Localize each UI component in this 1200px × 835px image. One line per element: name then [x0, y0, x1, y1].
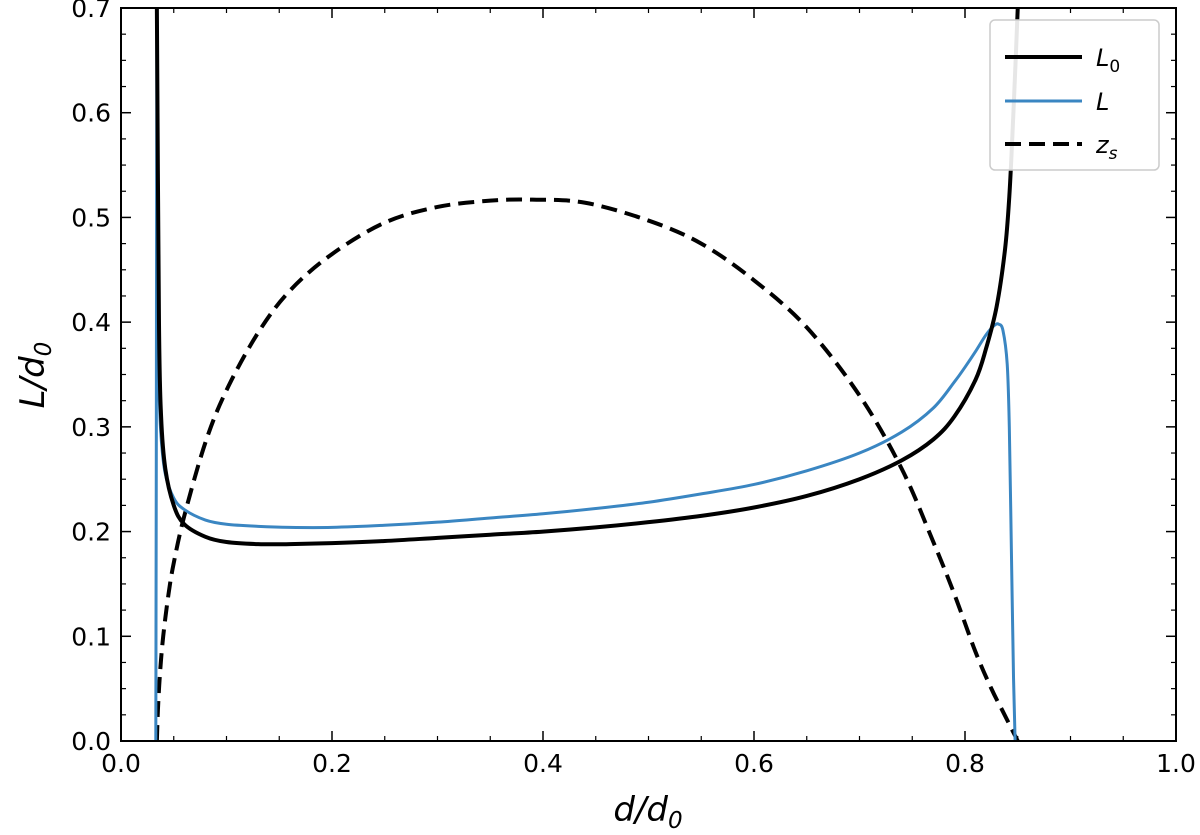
- x-axis-label: d/d0: [613, 790, 682, 834]
- y-tick-label: 0.6: [71, 99, 111, 128]
- y-tick-label: 0.7: [71, 0, 111, 23]
- y-axis-label: L/d0: [13, 342, 57, 409]
- plot-frame: [120, 7, 1177, 742]
- legend-label-L0: L0: [1096, 44, 1120, 77]
- y-tick-label: 0.2: [71, 518, 111, 547]
- series-line-L0: [154, 8, 1020, 547]
- tick-labels: 0.0 0.2 0.4 0.6 0.8 1.0 0.0 0.1 0.2 0.3 0.4 0.5 0.6 0…: [71, 0, 1196, 778]
- legend-label-L: L: [1096, 88, 1109, 116]
- x-tick-label: 0.2: [312, 749, 352, 778]
- x-tick-label: 0.4: [523, 749, 563, 778]
- y-tick-label: 0.3: [71, 413, 111, 442]
- x-tick-label: 0.0: [101, 749, 141, 778]
- y-tick-label: 0.5: [71, 203, 111, 232]
- y-tick-label: 0.0: [71, 727, 111, 756]
- y-tick-label: 0.4: [71, 308, 111, 337]
- legend: L0 L zs: [989, 19, 1160, 171]
- series-line-zs: [154, 197, 1020, 741]
- x-tick-label: 1.0: [1156, 749, 1196, 778]
- legend-label-zs: zs: [1095, 131, 1118, 164]
- x-tick-label: 0.8: [945, 749, 985, 778]
- series-line-L: [154, 8, 1017, 741]
- series-layer: [154, 8, 1020, 741]
- legend-box: [989, 19, 1160, 171]
- x-tick-label: 0.6: [734, 749, 774, 778]
- y-tick-label: 0.1: [71, 622, 111, 651]
